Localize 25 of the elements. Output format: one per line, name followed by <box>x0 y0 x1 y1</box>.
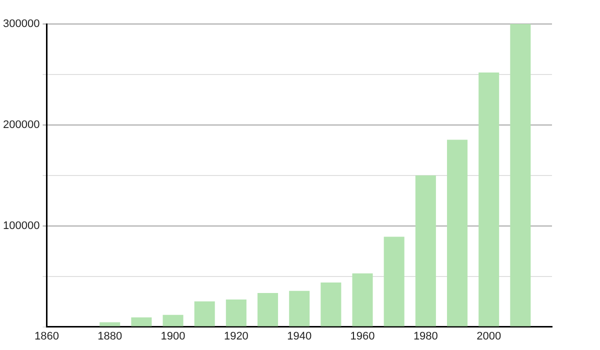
bar <box>289 290 310 326</box>
bar <box>478 72 500 326</box>
bar <box>352 273 373 326</box>
bar <box>415 175 436 326</box>
bar <box>384 236 404 326</box>
bar <box>510 24 531 326</box>
x-tick-label: 1980 <box>413 330 438 342</box>
bar <box>320 282 342 326</box>
x-tick-label: 1960 <box>350 330 375 342</box>
x-tick-label: 1940 <box>287 330 312 342</box>
bar <box>162 314 184 326</box>
x-tick-label: 1920 <box>224 330 248 342</box>
bar <box>258 292 278 326</box>
bar <box>100 322 120 326</box>
y-tick-label: 300000 <box>2 18 40 30</box>
bar <box>194 301 215 326</box>
x-tick-label: 2000 <box>476 330 502 342</box>
bar <box>131 317 152 326</box>
y-tick-label: 200000 <box>2 118 40 131</box>
x-tick-label: 1900 <box>160 330 186 342</box>
bar <box>446 140 468 326</box>
x-tick-label: 1860 <box>34 330 59 342</box>
y-tick-label: 100000 <box>2 220 40 232</box>
x-tick-label: 1880 <box>98 330 122 342</box>
bar <box>226 300 246 326</box>
